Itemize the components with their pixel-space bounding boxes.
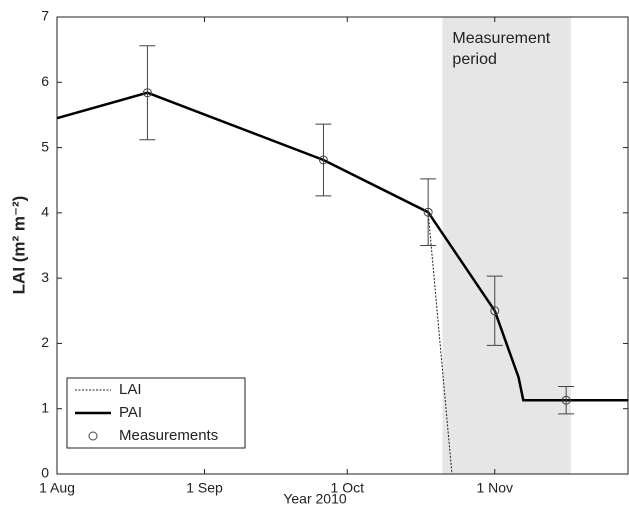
- error-bar: [420, 178, 437, 246]
- measurement-point: [423, 207, 433, 217]
- pai-line: [56, 91, 628, 402]
- y-tick-label: 4: [41, 204, 49, 220]
- legend-label: LAI: [119, 381, 142, 398]
- axes-frame: [56, 16, 629, 475]
- x-tick-label: 1 Nov: [476, 480, 513, 496]
- legend-marker: [88, 431, 98, 441]
- measurement-point: [142, 88, 152, 98]
- measurement-period-span: [442, 17, 571, 474]
- y-axis-label: LAI (m² m⁻²): [9, 196, 28, 295]
- error-bar: [315, 123, 332, 197]
- x-axis-label: Year 2010: [283, 491, 347, 507]
- y-tick-label: 7: [41, 8, 49, 24]
- y-tick-label: 0: [41, 465, 49, 481]
- legend-label: Measurements: [119, 427, 218, 444]
- measurement-point: [561, 395, 571, 405]
- y-tick-label: 5: [41, 138, 49, 154]
- x-tick-label: 1 Aug: [39, 480, 75, 496]
- y-tick-label: 6: [41, 73, 49, 89]
- y-tick-label: 2: [41, 334, 49, 350]
- legend-label: PAI: [119, 404, 142, 421]
- span-label: Measurement: [452, 30, 550, 47]
- y-tick-label: 3: [41, 269, 49, 285]
- y-tick-label: 1: [41, 399, 49, 415]
- measurement-point: [318, 155, 328, 165]
- measurement-point: [490, 306, 500, 316]
- error-bar: [486, 275, 503, 346]
- x-tick-label: 1 Sep: [186, 480, 223, 496]
- x-tick-label: 1 Oct: [331, 480, 365, 496]
- error-bar: [558, 386, 575, 415]
- error-bar: [139, 45, 156, 141]
- span-label: period: [452, 51, 496, 68]
